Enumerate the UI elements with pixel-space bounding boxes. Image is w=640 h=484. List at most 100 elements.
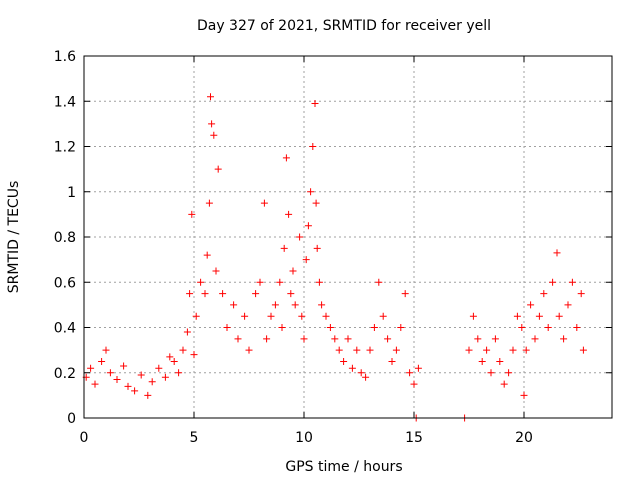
data-point xyxy=(144,391,152,399)
data-point xyxy=(315,278,323,286)
data-points xyxy=(82,93,587,422)
data-point xyxy=(535,312,543,320)
data-point xyxy=(469,312,477,320)
data-point xyxy=(263,335,271,343)
data-point xyxy=(179,346,187,354)
y-tick-label: 0 xyxy=(67,411,76,427)
y-tick-label: 0.8 xyxy=(54,230,76,246)
data-point xyxy=(296,233,304,241)
data-point xyxy=(230,301,238,309)
data-point xyxy=(392,346,400,354)
data-point xyxy=(113,376,121,384)
data-point xyxy=(155,364,163,372)
data-point xyxy=(568,278,576,286)
data-point xyxy=(298,312,306,320)
data-point xyxy=(276,278,284,286)
data-point xyxy=(245,346,253,354)
data-point xyxy=(201,290,209,298)
data-point xyxy=(208,120,216,128)
y-tick-label: 1.4 xyxy=(54,94,76,110)
data-point xyxy=(120,362,128,370)
data-point xyxy=(505,369,513,377)
data-point xyxy=(487,369,495,377)
data-point xyxy=(190,351,198,359)
data-point xyxy=(465,346,473,354)
data-point xyxy=(186,290,194,298)
x-tick-label: 20 xyxy=(515,430,533,446)
data-point xyxy=(271,301,279,309)
data-point xyxy=(300,335,308,343)
data-point xyxy=(207,93,214,101)
data-point xyxy=(280,244,288,252)
data-point xyxy=(87,364,95,372)
data-point xyxy=(414,364,422,372)
data-point xyxy=(555,312,563,320)
y-tick-label: 0.6 xyxy=(54,275,76,291)
data-point xyxy=(106,369,114,377)
grid xyxy=(84,56,612,418)
plot-frame xyxy=(83,55,613,419)
data-point xyxy=(366,346,374,354)
data-point xyxy=(520,391,528,399)
data-point xyxy=(553,249,561,257)
data-point xyxy=(166,353,174,361)
y-tick-label: 1.2 xyxy=(54,140,76,156)
data-point xyxy=(267,312,275,320)
data-point xyxy=(302,256,310,264)
data-point xyxy=(388,357,396,365)
data-point xyxy=(98,357,106,365)
data-point xyxy=(252,290,260,298)
data-point xyxy=(219,290,227,298)
x-axis-label: GPS time / hours xyxy=(285,459,402,475)
x-tick-label: 0 xyxy=(80,430,89,446)
data-point xyxy=(379,312,387,320)
data-point xyxy=(540,290,548,298)
data-point xyxy=(197,278,205,286)
data-point xyxy=(564,301,572,309)
data-point xyxy=(278,324,286,331)
data-point xyxy=(137,371,145,379)
data-point xyxy=(124,382,132,390)
data-point xyxy=(544,324,552,331)
data-point xyxy=(406,369,414,377)
data-point xyxy=(340,357,348,365)
data-point xyxy=(357,369,365,377)
data-point xyxy=(260,199,268,207)
data-point xyxy=(500,380,508,388)
data-point xyxy=(175,369,183,377)
data-point xyxy=(496,357,504,365)
chart-title: Day 327 of 2021, SRMTID for receiver yel… xyxy=(197,18,491,34)
data-point xyxy=(102,346,110,354)
data-point xyxy=(483,346,491,354)
y-axis-label: SRMTID / TECUs xyxy=(6,181,22,294)
data-point xyxy=(234,335,242,343)
data-point xyxy=(370,324,378,331)
data-point xyxy=(331,335,339,343)
data-point xyxy=(513,312,521,320)
data-point xyxy=(203,251,211,259)
data-point xyxy=(474,335,482,343)
data-point xyxy=(579,346,587,354)
data-point xyxy=(311,100,319,108)
data-point xyxy=(282,154,290,162)
data-point xyxy=(344,335,352,343)
y-tick-label: 0.2 xyxy=(54,366,76,382)
data-point xyxy=(531,335,539,343)
data-point xyxy=(384,335,392,343)
data-point xyxy=(223,324,231,331)
data-point xyxy=(183,328,191,336)
data-point xyxy=(326,324,334,331)
data-point xyxy=(287,290,295,298)
data-point xyxy=(241,312,249,320)
data-point xyxy=(335,346,343,354)
data-point xyxy=(577,290,585,298)
data-point xyxy=(91,380,99,388)
data-point xyxy=(518,324,526,331)
data-point xyxy=(289,267,297,275)
data-point xyxy=(309,143,317,150)
y-tick-label: 1.6 xyxy=(54,49,76,65)
data-point xyxy=(212,267,220,275)
x-tick-label: 15 xyxy=(405,430,423,446)
